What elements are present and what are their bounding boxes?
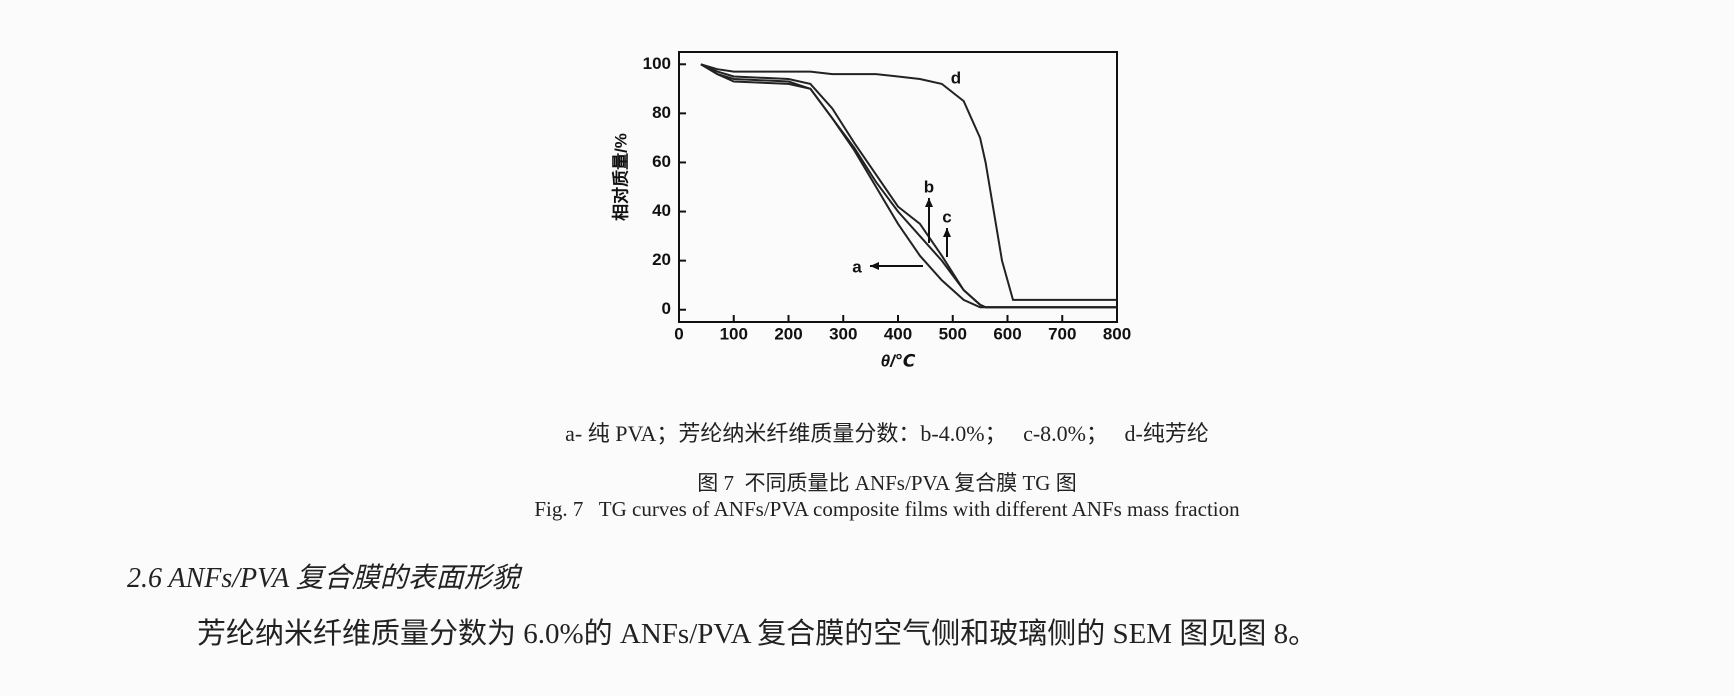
series-line <box>700 63 1117 309</box>
series-line <box>700 63 1117 309</box>
section-heading: 2.6 ANFs/PVA 复合膜的表面形貌 <box>127 563 520 594</box>
y-tick-label: 100 <box>643 54 671 73</box>
x-tick-label: 700 <box>1048 324 1076 343</box>
arrow-head <box>943 228 951 237</box>
x-axis-label: θ/℃ <box>881 351 916 370</box>
series-line <box>700 63 1117 309</box>
x-tick-label: 500 <box>939 324 967 343</box>
y-tick-label: 20 <box>652 250 671 269</box>
chart: θ/℃ 相对质量/% 0 20 40 60 80 100 0 100 200 300 400 500 6… <box>610 51 1131 370</box>
x-tick-label: 600 <box>993 324 1021 343</box>
curve-label: b <box>924 177 934 196</box>
caption-en: Fig. 7 TG curves of ANFs/PVA composite f… <box>534 497 1240 521</box>
curve-label: a <box>852 257 862 276</box>
y-tick-label: 60 <box>652 152 671 171</box>
x-tick-label: 200 <box>774 324 802 343</box>
curve-label: c <box>942 207 951 226</box>
arrow-head <box>870 262 879 270</box>
curve-label: d <box>951 68 961 87</box>
x-tick-label: 0 <box>674 324 683 343</box>
caption-cn: 图 7 不同质量比 ANFs/PVA 复合膜 TG 图 <box>697 471 1077 495</box>
y-tick-label: 0 <box>662 299 671 318</box>
y-tick-label: 80 <box>652 103 671 122</box>
x-tick-label: 400 <box>884 324 912 343</box>
x-tick-label: 800 <box>1103 324 1131 343</box>
x-tick-label: 100 <box>720 324 748 343</box>
paragraph: 芳纶纳米纤维质量分数为 6.0%的 ANFs/PVA 复合膜的空气侧和玻璃侧的 … <box>197 618 1318 650</box>
y-tick-label: 40 <box>652 201 671 220</box>
legend-note: a- 纯 PVA；芳纶纳米纤维质量分数：b-4.0%； c-8.0%； d-纯芳… <box>565 421 1209 446</box>
arrow-head <box>925 198 933 207</box>
series-line <box>700 63 1117 301</box>
y-axis-label: 相对质量/% <box>610 133 630 221</box>
plot-frame <box>678 51 1118 323</box>
x-tick-label: 300 <box>829 324 857 343</box>
